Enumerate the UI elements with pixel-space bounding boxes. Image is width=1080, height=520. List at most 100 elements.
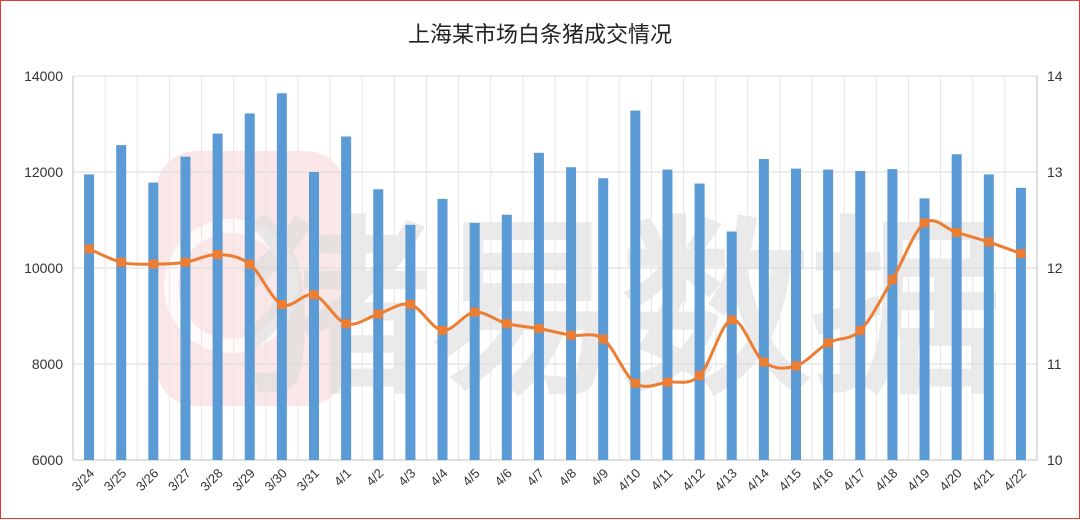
y-left-tick-label: 6000 xyxy=(32,452,63,468)
line-point xyxy=(727,315,737,325)
x-tick-label: 4/17 xyxy=(840,466,869,495)
bar xyxy=(1015,187,1026,460)
chart-title: 上海某市场白条猪成交情况 xyxy=(407,23,672,48)
line-point xyxy=(855,325,865,335)
line-point xyxy=(1016,249,1026,259)
x-tick-label: 4/8 xyxy=(556,466,579,489)
line-point xyxy=(502,319,512,329)
bar xyxy=(598,178,609,461)
bar xyxy=(887,169,898,460)
bar xyxy=(405,224,416,460)
bar xyxy=(694,183,705,460)
line-point xyxy=(920,218,930,228)
bar xyxy=(919,198,930,460)
y-left-tick-label: 12000 xyxy=(24,164,63,180)
x-tick-label: 4/19 xyxy=(904,466,933,495)
line-point xyxy=(470,307,480,317)
line-point xyxy=(984,237,994,247)
x-tick-label: 4/2 xyxy=(363,466,386,489)
bar xyxy=(501,214,512,460)
x-tick-label: 3/24 xyxy=(69,466,98,495)
x-tick-label: 4/12 xyxy=(679,466,708,495)
bar xyxy=(983,174,994,460)
x-tick-label: 4/3 xyxy=(395,466,418,489)
line-point xyxy=(662,377,672,387)
line-point xyxy=(952,227,962,237)
bar xyxy=(116,145,127,460)
line-point xyxy=(791,361,801,371)
bar xyxy=(373,189,384,460)
x-tick-label: 4/6 xyxy=(492,466,515,489)
bar xyxy=(148,182,159,460)
bar xyxy=(662,169,673,460)
x-tick-label: 4/5 xyxy=(459,466,482,489)
bar xyxy=(630,110,641,460)
x-tick-label: 3/31 xyxy=(294,466,323,495)
line-point xyxy=(213,250,223,260)
line-point xyxy=(759,357,769,367)
x-tick-label: 4/16 xyxy=(808,466,837,495)
x-tick-label: 4/14 xyxy=(743,466,772,495)
x-tick-label: 4/1 xyxy=(331,466,354,489)
bar xyxy=(758,159,769,461)
x-tick-label: 3/28 xyxy=(197,466,226,495)
x-tick-label: 4/13 xyxy=(711,466,740,495)
line-point xyxy=(245,259,255,269)
line-point xyxy=(534,323,544,333)
line-point xyxy=(823,338,833,348)
x-tick-label: 4/18 xyxy=(872,466,901,495)
line-point xyxy=(116,257,126,267)
bar xyxy=(84,174,95,460)
bar xyxy=(566,167,577,460)
x-tick-label: 3/25 xyxy=(101,466,130,495)
x-tick-label: 4/15 xyxy=(776,466,805,495)
y-left-tick-label: 8000 xyxy=(32,356,63,372)
line-point xyxy=(341,319,351,329)
bar xyxy=(726,231,737,460)
line-point xyxy=(630,378,640,388)
line-point xyxy=(598,334,608,344)
x-tick-label: 4/4 xyxy=(427,466,450,489)
x-tick-label: 4/9 xyxy=(588,466,611,489)
bar xyxy=(341,136,352,461)
bar xyxy=(791,168,801,460)
line-point xyxy=(373,309,383,319)
bar xyxy=(212,133,223,460)
x-tick-label: 4/22 xyxy=(1001,466,1030,495)
x-tick-label: 3/30 xyxy=(261,466,290,495)
x-tick-label: 4/20 xyxy=(936,466,965,495)
line-point xyxy=(309,290,319,300)
bar xyxy=(533,152,544,461)
y-right-tick-label: 11 xyxy=(1047,356,1062,372)
bar xyxy=(244,113,255,460)
watermark-text: 猪易数据 xyxy=(241,200,1001,421)
bar xyxy=(180,156,191,460)
bar xyxy=(276,93,287,460)
y-right-tick-label: 14 xyxy=(1047,68,1063,84)
x-tick-label: 4/7 xyxy=(524,466,547,489)
x-tick-label: 4/11 xyxy=(648,466,676,494)
line-point xyxy=(277,299,287,309)
line-point xyxy=(405,299,415,309)
bar xyxy=(823,169,834,460)
y-right-tick-label: 12 xyxy=(1047,260,1063,276)
bar xyxy=(309,172,319,460)
line-point xyxy=(695,371,705,381)
line-point xyxy=(887,275,897,285)
bar xyxy=(855,171,866,461)
line-point xyxy=(438,325,448,335)
x-tick-label: 3/29 xyxy=(229,466,258,495)
watermark-logo-ring xyxy=(164,219,298,353)
y-left-tick-label: 14000 xyxy=(24,68,63,84)
y-right-tick-label: 10 xyxy=(1047,452,1063,468)
x-tick-label: 3/27 xyxy=(165,466,194,495)
x-tick-label: 4/10 xyxy=(615,466,644,495)
line-point xyxy=(84,244,94,254)
x-tick-label: 4/21 xyxy=(968,466,997,495)
line-point xyxy=(566,330,576,340)
y-left-tick-label: 10000 xyxy=(24,260,63,276)
line-point xyxy=(148,259,158,269)
line-point xyxy=(180,257,190,267)
x-tick-label: 3/26 xyxy=(133,466,162,495)
